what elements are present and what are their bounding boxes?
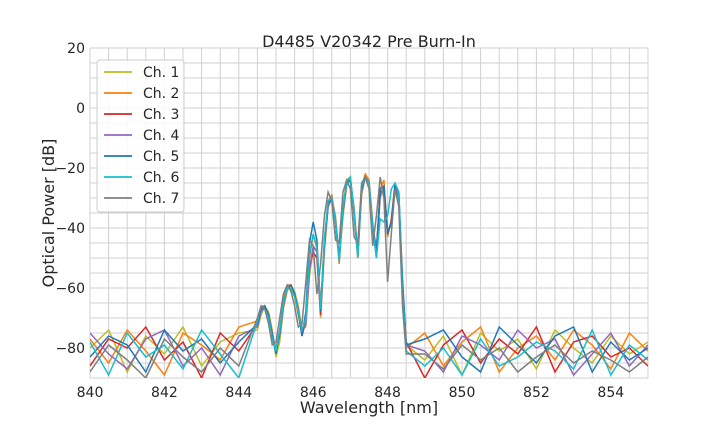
series-line-ch-2 xyxy=(90,172,648,377)
legend-label-ch-1: Ch. 1 xyxy=(143,65,179,81)
y-tick-labels: 20 0 −20 −40 −60 −80 xyxy=(55,41,85,357)
x-tick-label: 840 xyxy=(77,385,104,401)
x-axis-label: Wavelength [nm] xyxy=(300,398,438,417)
x-tick-label: 848 xyxy=(374,385,401,401)
legend-label-ch-2: Ch. 2 xyxy=(143,86,179,102)
y-tick-label: 0 xyxy=(76,101,85,117)
legend-box xyxy=(96,59,185,213)
x-tick-label: 842 xyxy=(151,385,178,401)
chart-title: D4485 V20342 Pre Burn-In xyxy=(262,32,476,51)
x-tick-label: 844 xyxy=(225,385,252,401)
x-tick-label: 846 xyxy=(300,385,327,401)
y-tick-label: −60 xyxy=(55,281,85,297)
x-tick-label: 852 xyxy=(523,385,550,401)
y-tick-label: −20 xyxy=(55,161,85,177)
legend-label-ch-4: Ch. 4 xyxy=(143,128,180,144)
y-tick-label: −40 xyxy=(55,221,85,237)
x-tick-label: 854 xyxy=(597,385,624,401)
legend-label-ch-3: Ch. 3 xyxy=(143,107,179,123)
legend-label-ch-5: Ch. 5 xyxy=(143,149,179,165)
series-lines xyxy=(90,172,648,378)
legend: Ch. 1 Ch. 2 Ch. 3 Ch. 4 Ch. 5 Ch. 6 Ch. 7 xyxy=(96,59,185,213)
y-axis-label: Optical Power [dB] xyxy=(39,139,58,288)
x-tick-labels: 840 842 844 846 848 850 852 854 xyxy=(77,385,625,401)
y-tick-label: 20 xyxy=(67,41,85,57)
series-line-ch-7 xyxy=(90,175,648,378)
x-tick-label: 850 xyxy=(449,385,476,401)
legend-label-ch-6: Ch. 6 xyxy=(143,170,180,186)
legend-label-ch-7: Ch. 7 xyxy=(143,191,179,207)
y-tick-label: −80 xyxy=(55,341,85,357)
